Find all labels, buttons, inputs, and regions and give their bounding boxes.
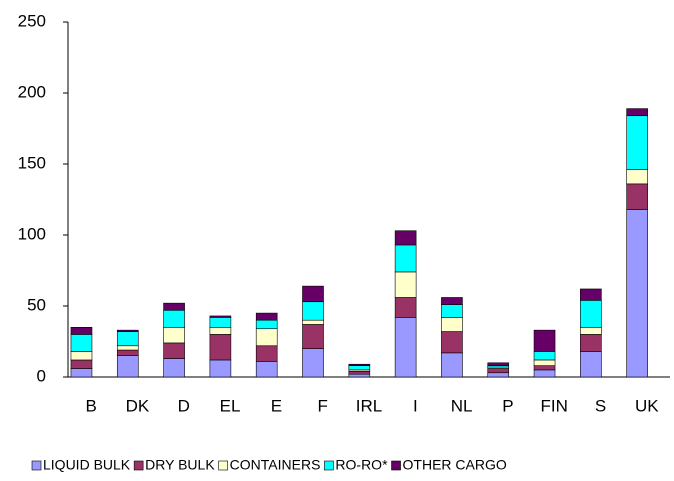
bar-segment bbox=[116, 331, 139, 347]
bar-segment bbox=[209, 317, 232, 328]
bar-segment bbox=[302, 301, 324, 321]
bar-segment bbox=[302, 324, 324, 349]
bar-segment bbox=[580, 334, 602, 352]
bar-segment bbox=[116, 349, 139, 356]
bar-segment bbox=[626, 209, 648, 378]
bar-segment bbox=[255, 312, 278, 321]
y-tick-label: 0 bbox=[37, 366, 46, 385]
bar-segment bbox=[116, 329, 139, 332]
bar-segment bbox=[580, 288, 602, 301]
bar-segment bbox=[441, 331, 463, 354]
bar-segment bbox=[441, 352, 463, 378]
legend-swatch bbox=[391, 460, 401, 471]
x-tick-label: FIN bbox=[541, 396, 568, 415]
bar-segment bbox=[533, 329, 556, 352]
bar-segment bbox=[348, 371, 371, 375]
bar-segment bbox=[533, 369, 556, 378]
bar-segment bbox=[441, 304, 463, 318]
bar-segment bbox=[533, 359, 556, 366]
y-tick-label: 150 bbox=[18, 153, 46, 172]
bar-segment bbox=[626, 115, 648, 170]
bar-segment bbox=[394, 317, 417, 378]
bar-segment bbox=[116, 345, 139, 351]
bar-segment bbox=[302, 319, 324, 325]
x-tick-label: EL bbox=[220, 396, 241, 415]
y-tick-label: 50 bbox=[27, 295, 46, 314]
bar-segment bbox=[70, 368, 93, 378]
bar-segment bbox=[163, 358, 185, 378]
legend-swatch bbox=[133, 460, 144, 471]
x-tick-label: D bbox=[178, 396, 190, 415]
x-tick-label: NL bbox=[451, 396, 473, 415]
bar-segment bbox=[70, 359, 93, 369]
legend-label: RO-RO* bbox=[335, 457, 388, 473]
x-tick-label: P bbox=[502, 396, 513, 415]
y-tick-label: 100 bbox=[18, 224, 46, 243]
bar-segment bbox=[255, 319, 278, 330]
legend-label: LIQUID BULK bbox=[43, 457, 131, 473]
bar-segment bbox=[487, 368, 510, 374]
bar-segment bbox=[209, 315, 232, 318]
legend-swatch bbox=[218, 460, 228, 471]
bar-segment bbox=[394, 297, 417, 318]
bar-segment bbox=[626, 169, 648, 185]
x-tick-label: S bbox=[595, 396, 606, 415]
bar-segment bbox=[580, 326, 602, 335]
bar-segment bbox=[394, 230, 417, 246]
bar-segment bbox=[70, 334, 93, 352]
y-tick-label: 200 bbox=[18, 82, 46, 101]
bar-segment bbox=[70, 326, 93, 335]
bar-segment bbox=[348, 365, 371, 371]
y-tick-label: 250 bbox=[18, 11, 46, 30]
x-tick-label: IRL bbox=[356, 396, 382, 415]
bar-segment bbox=[255, 345, 278, 362]
bar-segment bbox=[209, 359, 232, 378]
legend-swatch bbox=[324, 460, 334, 471]
bar-segment bbox=[163, 326, 185, 344]
bar-segment bbox=[394, 271, 417, 298]
bar-segment bbox=[626, 183, 648, 210]
bar-segment bbox=[533, 351, 556, 361]
bar-segment bbox=[70, 351, 93, 361]
bar-segment bbox=[626, 108, 648, 117]
bar-segment bbox=[302, 348, 324, 378]
bar-segment bbox=[163, 302, 185, 311]
bar-segment bbox=[394, 244, 417, 273]
legend-label: DRY BULK bbox=[145, 457, 215, 473]
bar-segment bbox=[163, 309, 185, 328]
bar-segment bbox=[302, 285, 324, 303]
bar-segment bbox=[441, 297, 463, 305]
x-tick-label: B bbox=[85, 396, 96, 415]
bar-segment bbox=[348, 363, 371, 366]
x-tick-label: DK bbox=[126, 396, 150, 415]
bar-segment bbox=[209, 326, 232, 335]
bar-segment bbox=[580, 351, 602, 378]
x-tick-label: UK bbox=[635, 396, 659, 415]
x-tick-label: F bbox=[317, 396, 327, 415]
legend-swatch bbox=[31, 460, 42, 471]
bar-segment bbox=[580, 300, 602, 328]
bar-segment bbox=[487, 362, 510, 366]
bar-segment bbox=[487, 372, 510, 378]
bar-segment bbox=[163, 342, 185, 359]
bar-segment bbox=[533, 365, 556, 371]
bar-segment bbox=[116, 355, 139, 378]
bar-segment bbox=[348, 373, 371, 378]
bar-segment bbox=[441, 317, 463, 332]
legend-label: CONTAINERS bbox=[230, 457, 321, 473]
x-tick-label: I bbox=[413, 396, 418, 415]
x-tick-label: E bbox=[271, 396, 282, 415]
bar-segment bbox=[255, 361, 278, 378]
bar-segment bbox=[255, 328, 278, 347]
bar-segment bbox=[209, 334, 232, 361]
legend-label: OTHER CARGO bbox=[403, 457, 507, 473]
